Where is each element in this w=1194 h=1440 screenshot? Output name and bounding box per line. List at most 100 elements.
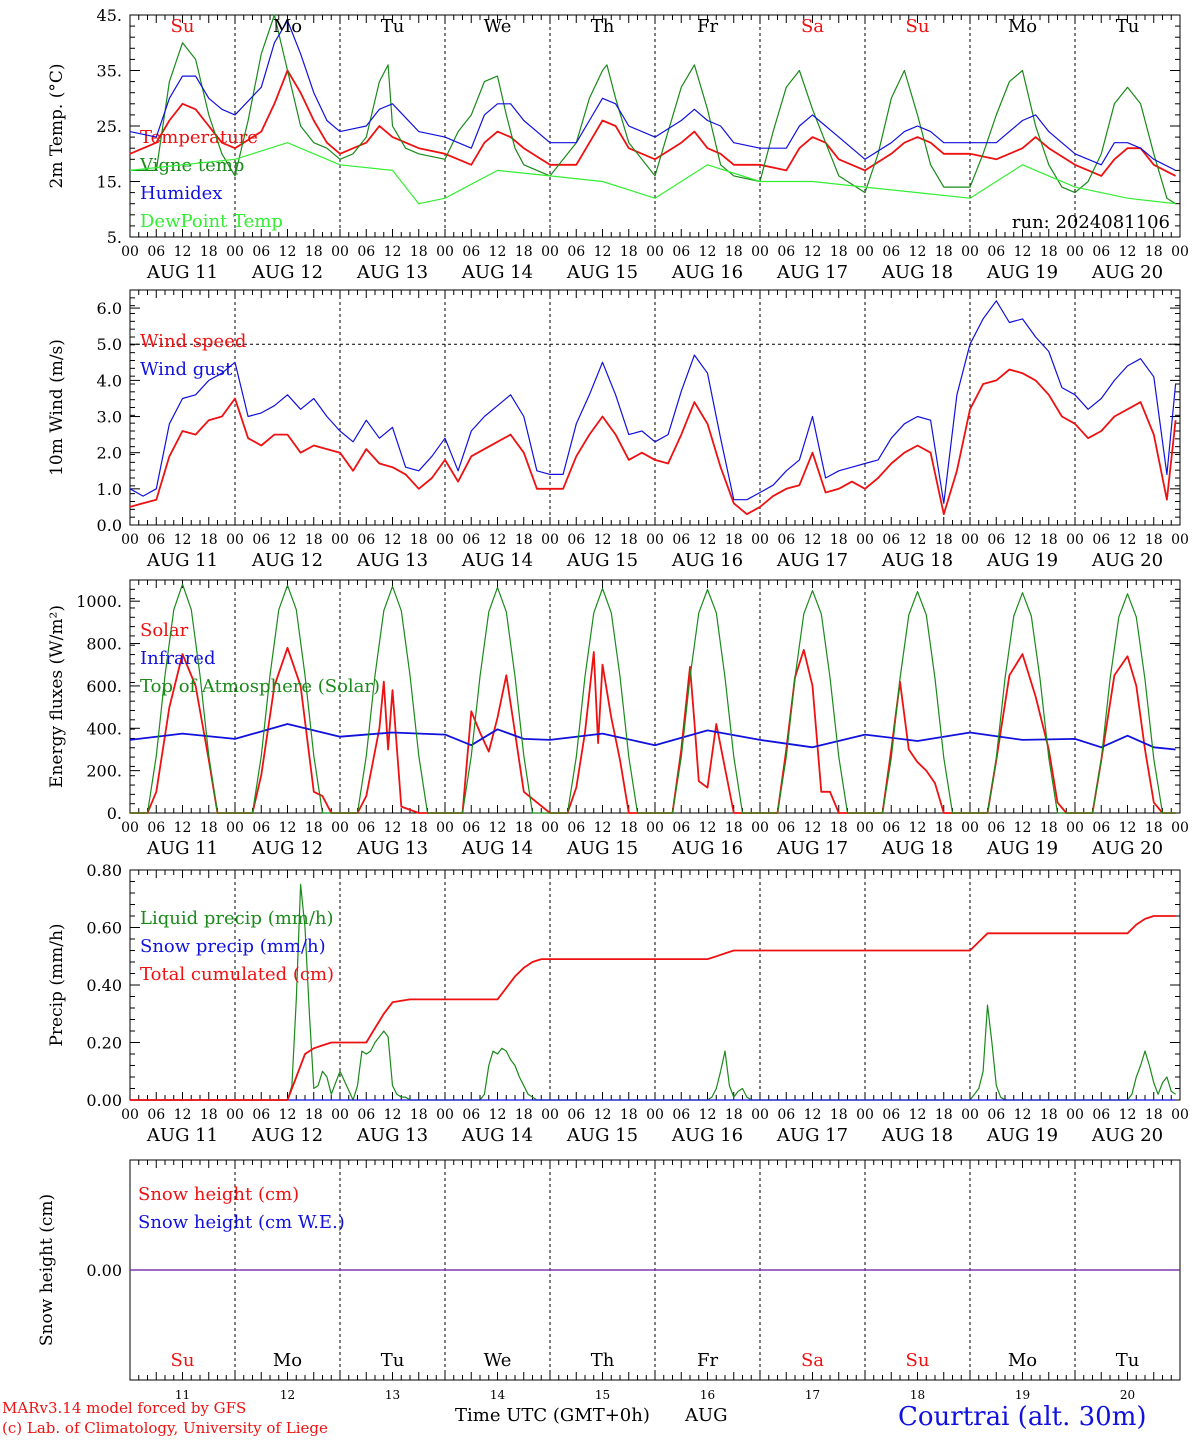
x-hour-label: 18 xyxy=(620,532,638,548)
x-hour-label: 00 xyxy=(121,532,139,548)
x-hour-label: 18 xyxy=(515,244,533,260)
day-number-label: 20 xyxy=(1120,1388,1135,1402)
weekday-label-bottom: Su xyxy=(171,1350,195,1371)
x-hour-label: 12 xyxy=(804,532,822,548)
x-date-label: AUG 20 xyxy=(1091,838,1163,859)
weekday-label-bottom: Fr xyxy=(697,1350,718,1371)
x-hour-label: 00 xyxy=(961,820,979,836)
y-axis-title: Energy fluxes (W/m²) xyxy=(47,605,67,788)
x-hour-label: 18 xyxy=(725,820,743,836)
x-hour-label: 18 xyxy=(935,820,953,836)
x-date-label: AUG 14 xyxy=(461,262,533,283)
x-hour-label: 18 xyxy=(200,244,218,260)
series-line-2 xyxy=(129,723,1176,751)
x-hour-label: 00 xyxy=(646,244,664,260)
x-hour-label: 12 xyxy=(489,532,507,548)
x-hour-label: 06 xyxy=(252,532,270,548)
x-date-label: AUG 12 xyxy=(251,838,323,859)
x-hour-label: 00 xyxy=(1171,1107,1189,1123)
x-hour-label: 00 xyxy=(121,244,139,260)
legend-entry: Liquid precip (mm/h) xyxy=(140,908,334,929)
x-hour-label: 18 xyxy=(620,820,638,836)
x-hour-label: 12 xyxy=(489,244,507,260)
y-tick-label: 25. xyxy=(97,117,122,136)
x-hour-label: 12 xyxy=(384,1107,402,1123)
x-hour-label: 12 xyxy=(594,1107,612,1123)
x-hour-label: 18 xyxy=(725,532,743,548)
x-hour-label: 12 xyxy=(594,820,612,836)
y-tick-label: 5. xyxy=(107,228,122,247)
x-hour-label: 06 xyxy=(777,1107,795,1123)
y-tick-label: 0.60 xyxy=(86,919,122,938)
y-tick-label: 0.40 xyxy=(86,976,122,995)
weekday-label-bottom: Tu xyxy=(1116,1350,1140,1371)
x-hour-label: 06 xyxy=(567,820,585,836)
x-hour-label: 00 xyxy=(436,820,454,836)
x-hour-label: 18 xyxy=(1145,244,1163,260)
weekday-label-top: Sa xyxy=(801,16,824,37)
series-line-4 xyxy=(129,142,1176,205)
x-hour-label: 18 xyxy=(200,532,218,548)
x-hour-label: 00 xyxy=(331,244,349,260)
model-credit: MARv3.14 model forced by GFS xyxy=(2,1399,247,1417)
x-hour-label: 00 xyxy=(226,532,244,548)
x-hour-label: 18 xyxy=(305,532,323,548)
run-label: run: 2024081106 xyxy=(1012,212,1170,233)
y-tick-label: 5.0 xyxy=(97,335,122,354)
x-hour-label: 06 xyxy=(882,244,900,260)
month-label: AUG xyxy=(685,1405,728,1426)
x-date-label: AUG 20 xyxy=(1091,262,1163,283)
x-hour-label: 00 xyxy=(436,1107,454,1123)
x-hour-label: 18 xyxy=(935,244,953,260)
x-hour-label: 06 xyxy=(882,532,900,548)
weekday-label-top: Su xyxy=(171,16,195,37)
x-hour-label: 12 xyxy=(384,244,402,260)
x-date-label: AUG 19 xyxy=(986,550,1058,571)
x-hour-label: 18 xyxy=(305,244,323,260)
legend-entry: Top of Atmosphere (Solar) xyxy=(140,676,380,697)
x-hour-label: 06 xyxy=(567,244,585,260)
x-hour-label: 00 xyxy=(541,532,559,548)
x-hour-label: 12 xyxy=(909,532,927,548)
x-date-label: AUG 17 xyxy=(776,1125,848,1146)
x-hour-label: 18 xyxy=(410,1107,428,1123)
x-hour-label: 18 xyxy=(620,1107,638,1123)
legend-entry: DewPoint Temp xyxy=(140,211,283,232)
y-tick-label: 45. xyxy=(97,6,122,25)
series-line-1 xyxy=(129,368,1177,516)
x-date-label: AUG 13 xyxy=(356,262,428,283)
x-hour-label: 18 xyxy=(725,1107,743,1123)
x-hour-label: 18 xyxy=(1040,244,1058,260)
x-hour-label: 06 xyxy=(357,820,375,836)
x-hour-label: 18 xyxy=(935,1107,953,1123)
x-date-label: AUG 14 xyxy=(461,550,533,571)
legend-entry: Wind speed xyxy=(140,331,246,352)
day-number-label: 13 xyxy=(385,1388,400,1402)
x-hour-label: 12 xyxy=(699,820,717,836)
y-tick-label: 0.80 xyxy=(86,861,122,880)
x-hour-label: 12 xyxy=(1014,532,1032,548)
series-line-3 xyxy=(130,583,1176,814)
x-hour-label: 00 xyxy=(226,244,244,260)
x-date-label: AUG 20 xyxy=(1091,1125,1163,1146)
x-hour-label: 12 xyxy=(594,244,612,260)
x-hour-label: 00 xyxy=(646,820,664,836)
panel-2: 0.0 1.0 2.0 3.0 4.0 5.0 6.0 10m Wind (m/s) Wind … xyxy=(47,289,1189,571)
weekday-label-top: We xyxy=(484,16,512,37)
x-hour-label: 12 xyxy=(174,244,192,260)
x-hour-label: 12 xyxy=(1119,820,1137,836)
x-hour-label: 18 xyxy=(830,532,848,548)
x-hour-label: 00 xyxy=(436,532,454,548)
x-hour-label: 18 xyxy=(410,820,428,836)
y-tick-label: 6.0 xyxy=(97,299,122,318)
x-date-label: AUG 18 xyxy=(881,1125,953,1146)
x-hour-label: 06 xyxy=(147,532,165,548)
day-number-label: 18 xyxy=(910,1388,925,1402)
x-date-label: AUG 17 xyxy=(776,838,848,859)
x-date-label: AUG 16 xyxy=(671,1125,743,1146)
x-hour-label: 18 xyxy=(830,820,848,836)
x-hour-label: 12 xyxy=(174,820,192,836)
x-hour-label: 06 xyxy=(1092,820,1110,836)
x-hour-label: 00 xyxy=(646,1107,664,1123)
